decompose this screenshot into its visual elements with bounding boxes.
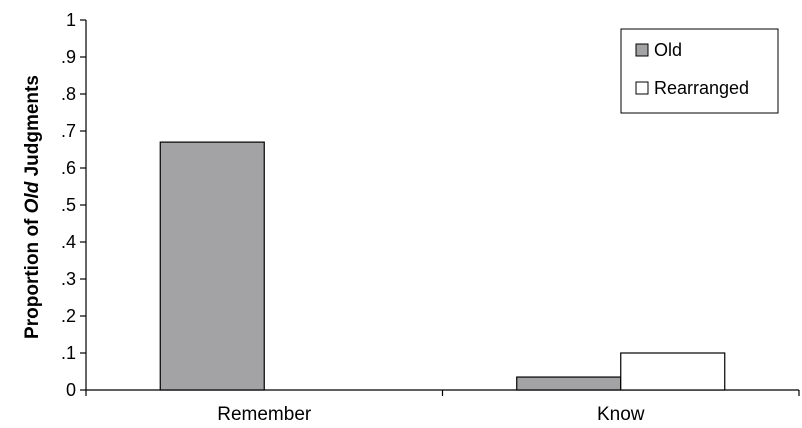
legend-swatch-old <box>636 44 648 56</box>
y-tick-label: .2 <box>61 306 76 326</box>
x-category-label: Remember <box>217 404 312 425</box>
y-tick-label: 1 <box>66 10 76 30</box>
bar-rearranged-know <box>621 353 725 390</box>
x-category-label: Know <box>597 404 645 425</box>
bars <box>86 142 799 396</box>
y-axis-label-part-2: Old <box>22 181 43 213</box>
y-ticks: 0 .1 .2 .3 .4 .5 .6 .7 .8 .9 1 <box>61 10 86 400</box>
y-tick-label: .9 <box>61 47 76 67</box>
y-tick-label: .5 <box>61 195 76 215</box>
legend-swatch-rearranged <box>636 82 648 94</box>
bar-old-know <box>517 377 621 390</box>
y-axis-label-part-3: Judgments <box>22 75 43 182</box>
y-axis-label-part-1: Proportion of <box>22 213 43 339</box>
legend-label-old: Old <box>654 40 682 60</box>
y-tick-label: .1 <box>61 343 76 363</box>
legend: Old Rearranged <box>621 29 778 113</box>
y-tick-label: .3 <box>61 269 76 289</box>
bar-old-remember <box>160 142 264 390</box>
y-tick-label: .6 <box>61 158 76 178</box>
x-category-labels: Remember Know <box>217 404 645 425</box>
y-tick-label: .4 <box>61 232 76 252</box>
y-axis-label: Proportion of Old Judgments <box>22 75 43 339</box>
y-tick-label: .7 <box>61 121 76 141</box>
legend-box <box>621 29 778 113</box>
y-tick-label: 0 <box>66 380 76 400</box>
legend-label-rearranged: Rearranged <box>654 78 749 98</box>
y-tick-label: .8 <box>61 84 76 104</box>
